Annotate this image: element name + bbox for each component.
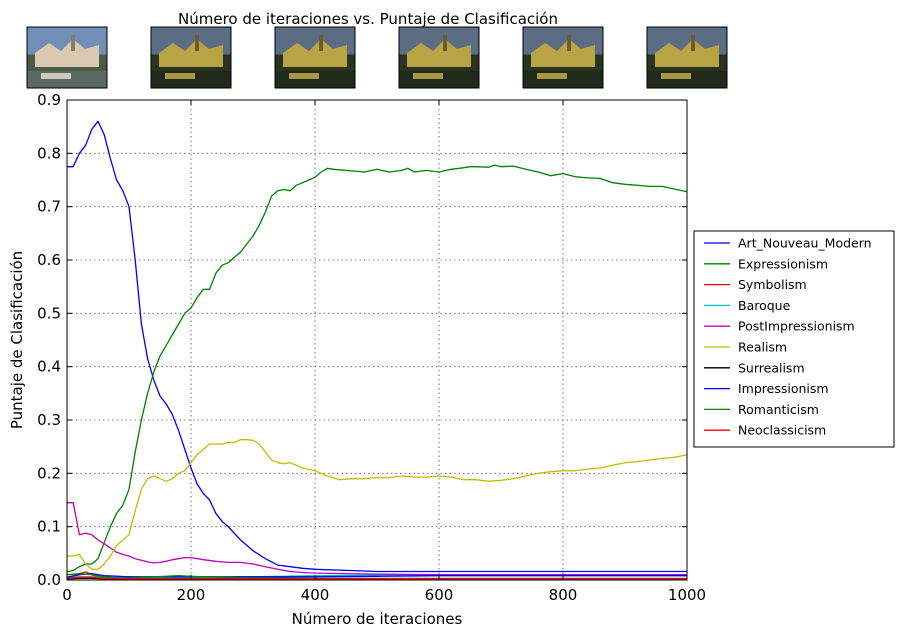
thumbnail-image — [150, 26, 232, 89]
x-tick-label: 1000 — [668, 586, 706, 604]
series-line — [66, 164, 688, 573]
series-line — [66, 572, 687, 578]
y-tick-label: 0.2 — [37, 464, 61, 482]
legend-label: Expressionism — [738, 256, 828, 271]
legend-label: PostImpressionism — [738, 319, 855, 334]
y-tick-label: 0.5 — [37, 304, 61, 322]
plot-frame — [66, 99, 688, 581]
thumbnail-image — [522, 26, 604, 89]
thumbnail-image — [274, 26, 356, 89]
legend-label: Romanticism — [738, 402, 819, 417]
x-axis-title: Número de iteraciones — [292, 610, 463, 628]
thumbnail-strip — [26, 26, 728, 89]
legend-label: Baroque — [738, 298, 791, 313]
legend-label: Art_Nouveau_Modern — [738, 236, 872, 251]
thumbnail-image — [26, 26, 108, 89]
legend-label: Impressionism — [738, 381, 829, 396]
legend-label: Neoclassicism — [738, 423, 826, 438]
legend-label: Symbolism — [738, 277, 807, 292]
series-line — [66, 576, 687, 580]
x-tick-label: 400 — [301, 586, 330, 604]
y-tick-label: 0.0 — [37, 571, 61, 589]
y-tick-label: 0.9 — [37, 91, 61, 109]
x-tick-label: 800 — [549, 586, 578, 604]
y-tick-label: 0.8 — [37, 144, 61, 162]
legend-label: Surrealism — [738, 360, 805, 375]
y-tick-label: 0.3 — [37, 411, 61, 429]
legend: Art_Nouveau_Modern Expressionism Symbolism… — [693, 230, 895, 448]
grid-lines — [67, 100, 687, 580]
x-tick-label: 600 — [425, 586, 454, 604]
y-tick-label: 0.1 — [37, 518, 61, 536]
series-lines — [66, 120, 688, 580]
y-tick-label: 0.4 — [37, 358, 61, 376]
legend-label: Realism — [738, 340, 787, 355]
legend-frame — [693, 230, 895, 448]
y-tick-label: 0.7 — [37, 198, 61, 216]
thumbnail-image — [646, 26, 728, 89]
series-line — [67, 439, 688, 570]
thumbnail-image — [398, 26, 480, 89]
series-line — [67, 502, 687, 576]
x-tick-label: 200 — [177, 586, 206, 604]
series-line — [67, 120, 687, 573]
y-axis-title: Puntaje de Clasificación — [8, 251, 26, 429]
x-tick-label: 0 — [62, 586, 72, 604]
axis-ticks: 0 200 400 600 800 1000 0.0 0.1 0.2 0.3 0.4 0.5 0.6 0.… — [37, 91, 706, 604]
y-tick-label: 0.6 — [37, 251, 61, 269]
chart-title: Número de iteraciones vs. Puntaje de Cla… — [178, 10, 558, 28]
